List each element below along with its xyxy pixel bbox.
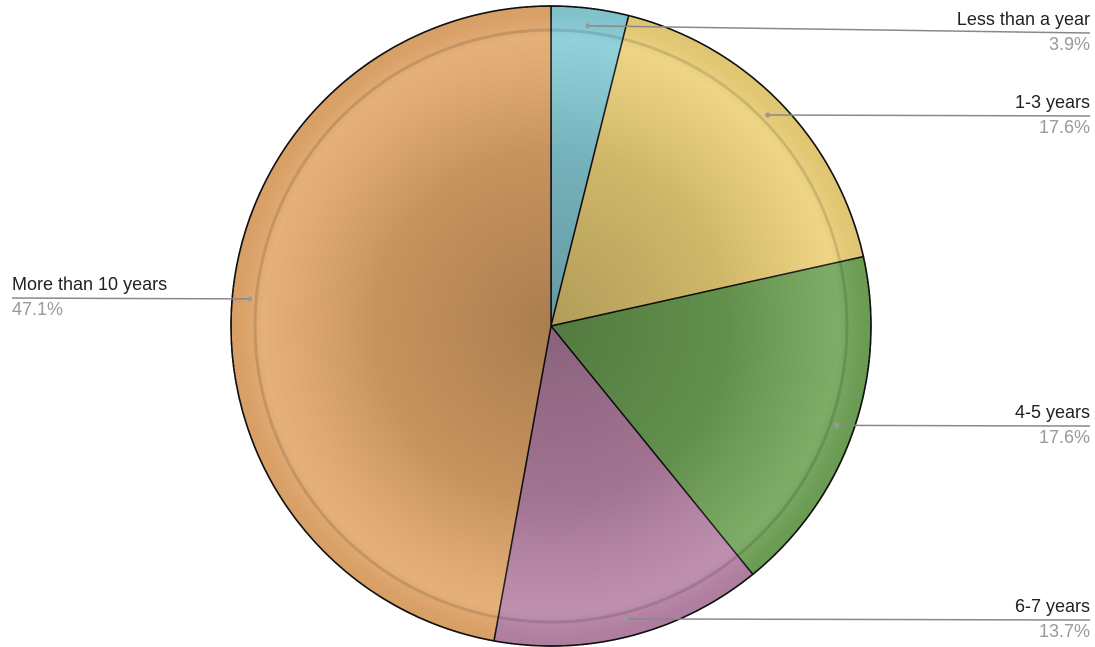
leader-line xyxy=(836,424,1091,427)
leader-dot xyxy=(834,422,840,428)
slice-label: More than 10 years xyxy=(12,274,167,294)
leader-dot xyxy=(623,616,629,622)
slice-value-label: 13.7% xyxy=(1039,621,1090,641)
pie-outline xyxy=(230,5,872,647)
lid-rim xyxy=(253,28,849,624)
leader-dot xyxy=(247,296,253,302)
labels: Less than a year 3.9% 1-3 years 17.6% 4-5 ye… xyxy=(11,9,1091,641)
leader-line xyxy=(767,114,1091,117)
slice-value-label: 3.9% xyxy=(1049,34,1090,54)
leader-dot xyxy=(765,112,771,118)
leader-line xyxy=(587,25,1091,34)
lid-overlay xyxy=(230,5,872,647)
slice-label: 1-3 years xyxy=(1015,92,1090,112)
slice-label: 4-5 years xyxy=(1015,402,1090,422)
leader-line xyxy=(11,297,250,300)
slice-value-label: 17.6% xyxy=(1039,427,1090,447)
slice-value-label: 47.1% xyxy=(12,299,63,319)
lid-shading xyxy=(231,6,871,646)
slice-label: 6-7 years xyxy=(1015,596,1090,616)
leader-line xyxy=(626,618,1091,621)
slice-value-label: 17.6% xyxy=(1039,117,1090,137)
leader-dot xyxy=(585,23,591,29)
slice-label: Less than a year xyxy=(957,9,1090,29)
